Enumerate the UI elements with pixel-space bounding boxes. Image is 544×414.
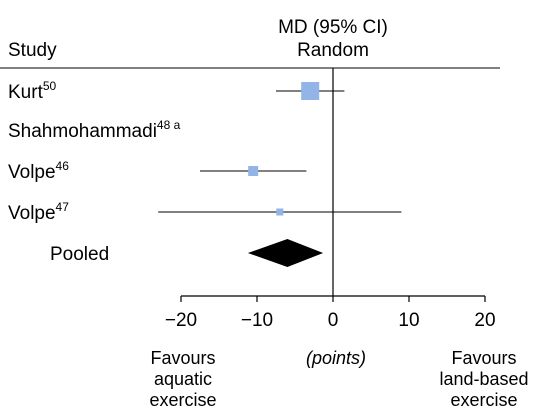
- study-reference: 48 a: [157, 118, 181, 132]
- study-reference: 50: [43, 79, 57, 93]
- study-name: Volpe: [8, 162, 56, 183]
- study-label-3: Volpe46: [8, 159, 69, 183]
- marker-study-4: [276, 208, 284, 216]
- effect-header-line1: MD (95% CI): [278, 17, 388, 38]
- study-label-1: Kurt50: [8, 79, 57, 103]
- pooled-diamond: [247, 239, 324, 267]
- study-name: Shahmohammadi: [8, 121, 157, 142]
- study-reference: 46: [56, 159, 70, 173]
- pooled-label: Pooled: [50, 244, 109, 265]
- study-reference: 47: [56, 200, 70, 214]
- study-label-4: Volpe47: [8, 200, 69, 224]
- x-tick-label-3: 10: [398, 310, 419, 331]
- x-tick-label-1: −10: [241, 310, 273, 331]
- study-name: Volpe: [8, 203, 56, 224]
- effect-header-line2: Random: [297, 40, 369, 61]
- x-tick-label-4: 20: [474, 310, 495, 331]
- x-tick-label-0: −20: [165, 310, 197, 331]
- study-name: Kurt: [8, 82, 44, 103]
- right-note-line-3: exercise: [450, 390, 517, 410]
- study-markers: [248, 82, 320, 216]
- x-axis-label: (points): [306, 348, 366, 368]
- left-note-line-3: exercise: [149, 390, 216, 410]
- left-note-line-2: aquatic: [154, 369, 212, 389]
- study-column-header: Study: [8, 40, 57, 61]
- study-label-2: Shahmohammadi48 a: [8, 118, 181, 142]
- right-note-line-1: Favours: [451, 348, 516, 368]
- x-axis-ticks: −20 −10 0 10 20: [165, 296, 496, 331]
- left-note-line-1: Favours: [150, 348, 215, 368]
- right-note-line-2: land-based: [439, 369, 528, 389]
- x-tick-label-2: 0: [328, 310, 339, 331]
- marker-study-3: [248, 166, 259, 176]
- marker-study-1: [301, 82, 320, 100]
- confidence-intervals: [158, 90, 402, 213]
